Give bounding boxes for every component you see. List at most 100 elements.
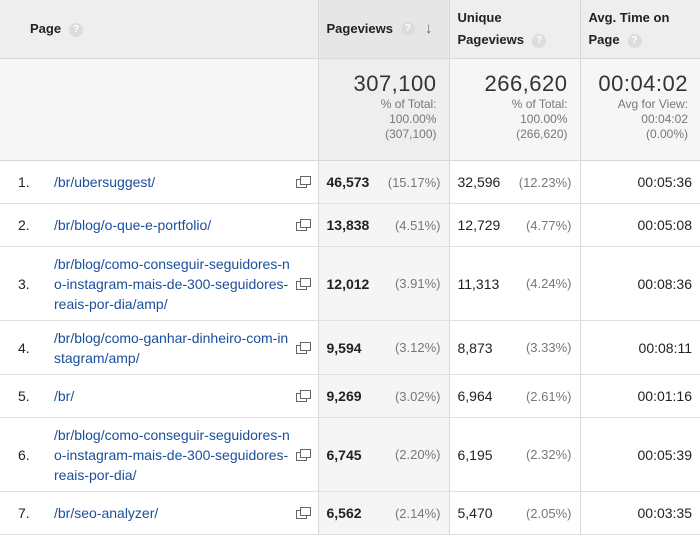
row-index: 2.	[8, 217, 54, 233]
pageviews-percent: (2.20%)	[395, 447, 441, 462]
unique-pageviews-percent: (3.33%)	[526, 340, 572, 355]
totals-avg-value: 00:04:02	[589, 71, 689, 97]
header-page[interactable]: Page?	[0, 0, 318, 59]
open-in-new-window-icon[interactable]	[296, 219, 310, 231]
open-in-new-window-icon[interactable]	[296, 390, 310, 402]
table-row: 7. /br/seo-analyzer/ 6,562 (2.14%) 5,470…	[0, 492, 700, 535]
pageviews-cell: 6,562 (2.14%)	[318, 492, 449, 535]
table-row: 5. /br/ 9,269 (3.02%) 6,964 (2.61%) 00:0…	[0, 375, 700, 418]
row-index: 7.	[8, 505, 54, 521]
pageviews-percent: (3.02%)	[395, 389, 441, 404]
page-cell: 4. /br/blog/como-ganhar-dinheiro-com-ins…	[0, 321, 318, 375]
unique-pageviews-value: 6,195	[458, 447, 493, 463]
pages-report-table: Page? Pageviews? ↓ Unique Pageviews? Avg.…	[0, 0, 700, 535]
sort-descending-icon[interactable]: ↓	[425, 18, 433, 40]
unique-pageviews-cell: 12,729 (4.77%)	[449, 204, 580, 247]
totals-avg-time: 00:04:02 Avg for View: 00:04:02 (0.00%)	[580, 59, 700, 161]
avg-time-cell: 00:03:35	[580, 492, 700, 535]
pageviews-cell: 6,745 (2.20%)	[318, 418, 449, 492]
totals-section: 307,100 % of Total: 100.00% (307,100) 26…	[0, 59, 700, 161]
unique-pageviews-cell: 6,195 (2.32%)	[449, 418, 580, 492]
avg-time-cell: 00:08:36	[580, 247, 700, 321]
totals-avg-pct: (0.00%)	[589, 127, 689, 142]
open-in-new-window-icon[interactable]	[296, 278, 310, 290]
unique-pageviews-value: 5,470	[458, 505, 493, 521]
page-cell: 1. /br/ubersuggest/	[0, 161, 318, 204]
page-link[interactable]: /br/ubersuggest/	[54, 172, 292, 192]
avg-time-value: 00:03:35	[638, 505, 693, 521]
header-pageviews[interactable]: Pageviews? ↓	[318, 0, 449, 59]
page-link[interactable]: /br/	[54, 386, 292, 406]
avg-time-cell: 00:01:16	[580, 375, 700, 418]
page-link[interactable]: /br/seo-analyzer/	[54, 503, 292, 523]
avg-time-value: 00:05:39	[638, 447, 693, 463]
avg-time-value: 00:08:36	[638, 276, 693, 292]
pageviews-value: 6,745	[327, 447, 362, 463]
totals-unique-count: (266,620)	[458, 127, 568, 142]
open-in-new-window-icon[interactable]	[296, 507, 310, 519]
pageviews-cell: 9,594 (3.12%)	[318, 321, 449, 375]
page-cell: 3. /br/blog/como-conseguir-seguidores-no…	[0, 247, 318, 321]
totals-avg-label: Avg for View:	[589, 97, 689, 112]
row-index: 3.	[8, 276, 54, 292]
totals-pageviews-value: 307,100	[327, 71, 437, 97]
header-unique-pageviews[interactable]: Unique Pageviews?	[449, 0, 580, 59]
totals-unique-value: 266,620	[458, 71, 568, 97]
totals-unique-label: % of Total:	[458, 97, 568, 112]
row-index: 6.	[8, 447, 54, 463]
unique-pageviews-cell: 32,596 (12.23%)	[449, 161, 580, 204]
page-link[interactable]: /br/blog/como-ganhar-dinheiro-com-instag…	[54, 328, 292, 368]
page-link[interactable]: /br/blog/o-que-e-portfolio/	[54, 215, 292, 235]
totals-row: 307,100 % of Total: 100.00% (307,100) 26…	[0, 59, 700, 161]
header-avg-label-line2: Page	[589, 32, 620, 47]
header-unique-label-line1: Unique	[458, 10, 502, 25]
pageviews-percent: (2.14%)	[395, 506, 441, 521]
table-row: 1. /br/ubersuggest/ 46,573 (15.17%) 32,5…	[0, 161, 700, 204]
help-icon[interactable]: ?	[401, 22, 415, 36]
unique-pageviews-cell: 6,964 (2.61%)	[449, 375, 580, 418]
totals-pageviews-label: % of Total:	[327, 97, 437, 112]
totals-pageviews-count: (307,100)	[327, 127, 437, 142]
table-row: 2. /br/blog/o-que-e-portfolio/ 13,838 (4…	[0, 204, 700, 247]
pageviews-value: 13,838	[327, 217, 370, 233]
pageviews-value: 46,573	[327, 174, 370, 190]
page-link[interactable]: /br/blog/como-conseguir-seguidores-no-in…	[54, 254, 292, 314]
unique-pageviews-value: 8,873	[458, 340, 493, 356]
pageviews-value: 12,012	[327, 276, 370, 292]
page-link[interactable]: /br/blog/como-conseguir-seguidores-no-in…	[54, 425, 292, 485]
row-index: 1.	[8, 174, 54, 190]
help-icon[interactable]: ?	[628, 34, 642, 48]
unique-pageviews-percent: (2.05%)	[526, 506, 572, 521]
table-header: Page? Pageviews? ↓ Unique Pageviews? Avg.…	[0, 0, 700, 59]
avg-time-cell: 00:05:39	[580, 418, 700, 492]
unique-pageviews-cell: 5,470 (2.05%)	[449, 492, 580, 535]
open-in-new-window-icon[interactable]	[296, 449, 310, 461]
totals-unique-pct: 100.00%	[458, 112, 568, 127]
avg-time-value: 00:05:08	[638, 217, 693, 233]
avg-time-value: 00:01:16	[638, 388, 693, 404]
unique-pageviews-cell: 8,873 (3.33%)	[449, 321, 580, 375]
help-icon[interactable]: ?	[532, 34, 546, 48]
unique-pageviews-value: 32,596	[458, 174, 501, 190]
page-cell: 7. /br/seo-analyzer/	[0, 492, 318, 535]
unique-pageviews-percent: (2.61%)	[526, 389, 572, 404]
data-rows: 1. /br/ubersuggest/ 46,573 (15.17%) 32,5…	[0, 161, 700, 535]
unique-pageviews-percent: (4.77%)	[526, 218, 572, 233]
pageviews-percent: (3.91%)	[395, 276, 441, 291]
totals-pageviews: 307,100 % of Total: 100.00% (307,100)	[318, 59, 449, 161]
unique-pageviews-percent: (12.23%)	[519, 175, 572, 190]
totals-unique: 266,620 % of Total: 100.00% (266,620)	[449, 59, 580, 161]
unique-pageviews-value: 11,313	[458, 276, 500, 292]
row-index: 4.	[8, 340, 54, 356]
pageviews-percent: (3.12%)	[395, 340, 441, 355]
header-unique-label-line2: Pageviews	[458, 32, 525, 47]
totals-blank-cell	[0, 59, 318, 161]
pageviews-cell: 12,012 (3.91%)	[318, 247, 449, 321]
unique-pageviews-percent: (4.24%)	[526, 276, 572, 291]
pageviews-value: 6,562	[327, 505, 362, 521]
open-in-new-window-icon[interactable]	[296, 342, 310, 354]
help-icon[interactable]: ?	[69, 23, 83, 37]
header-avg-time[interactable]: Avg. Time on Page?	[580, 0, 700, 59]
open-in-new-window-icon[interactable]	[296, 176, 310, 188]
pageviews-percent: (4.51%)	[395, 218, 441, 233]
